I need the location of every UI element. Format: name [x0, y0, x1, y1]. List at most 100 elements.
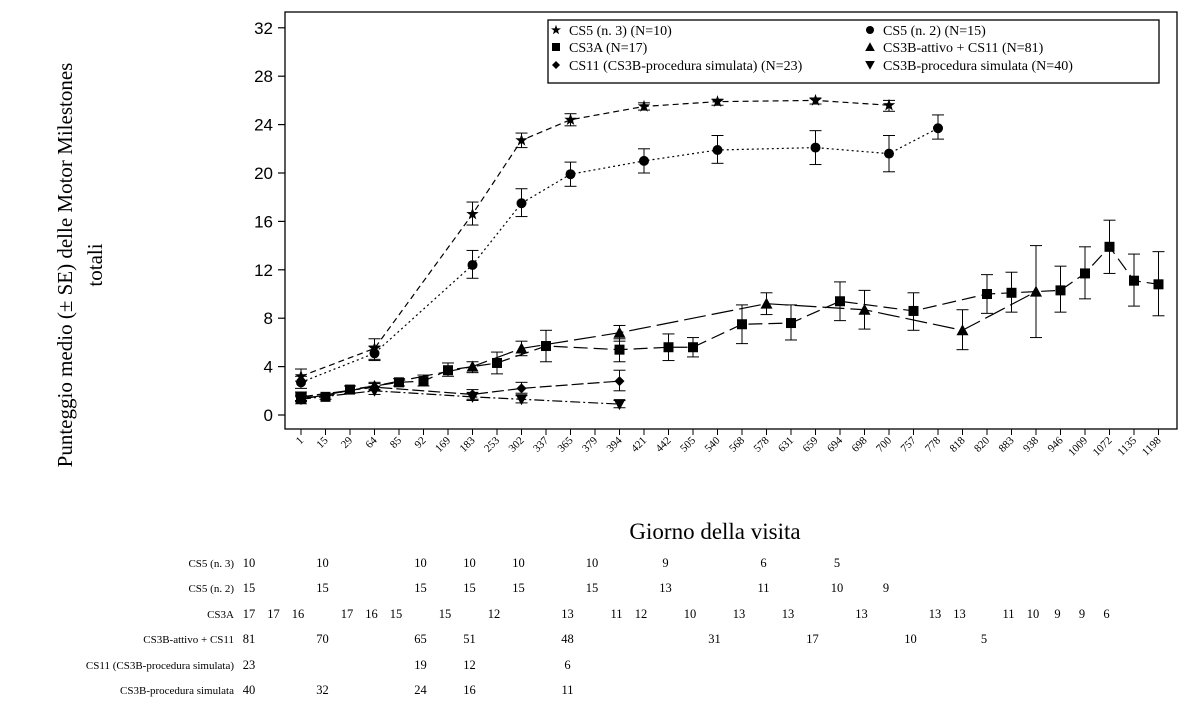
risk-value: 15 — [389, 607, 403, 621]
marker-triangle-up — [956, 324, 969, 336]
x-tick-label: 818 — [947, 434, 968, 455]
risk-row-label: CS5 (n. 2) — [188, 583, 234, 595]
legend-item: CS3A (N=17) — [552, 41, 648, 56]
risk-value: 6 — [760, 556, 767, 570]
risk-value: 13 — [659, 581, 672, 595]
marker-square — [1055, 285, 1066, 296]
marker-square — [835, 296, 845, 307]
x-tick-label: 394 — [604, 434, 625, 455]
risk-value: 15 — [438, 607, 452, 621]
risk-value: 10 — [463, 556, 476, 570]
x-tick-label: 85 — [388, 434, 405, 451]
marker-circle — [296, 377, 306, 388]
marker-square — [492, 357, 502, 368]
x-tick-label: 820 — [972, 434, 993, 455]
risk-value: 5 — [980, 632, 988, 646]
risk-value: 10 — [316, 556, 329, 570]
x-tick-label: 169 — [433, 434, 454, 455]
series-group — [294, 93, 1165, 411]
series-line — [300, 390, 620, 405]
x-tick-label: 631 — [776, 435, 796, 455]
risk-value: 11 — [561, 683, 574, 697]
risk-value: 13 — [781, 607, 795, 621]
risk-value: 81 — [242, 632, 256, 646]
marker-star — [551, 24, 561, 35]
x-tick-label: 365 — [555, 434, 576, 455]
marker-square — [908, 305, 919, 316]
risk-value: 23 — [242, 658, 256, 672]
marker-circle — [810, 142, 821, 153]
x-tick-label: 253 — [482, 434, 503, 455]
risk-value: 51 — [463, 632, 476, 646]
legend: CS5 (n. 3) (N=10) CS5 (n. 2) (N=15) CS3A (… — [547, 19, 1160, 84]
marker-triangle-down — [466, 391, 479, 403]
x-tick-label: 302 — [506, 435, 526, 455]
risk-row-label: CS5 (n. 3) — [188, 558, 234, 570]
risk-value: 11 — [1002, 607, 1015, 621]
x-tick-label: 421 — [629, 435, 649, 455]
x-tick-label: 938 — [1021, 434, 1042, 455]
x-tick-label: 15 — [314, 434, 331, 451]
marker-star — [466, 207, 479, 220]
risk-value: 6 — [564, 658, 571, 672]
y-tick-label: 32 — [254, 19, 273, 38]
y-tick-label: 24 — [254, 116, 273, 135]
risk-value: 17 — [242, 607, 256, 621]
marker-triangle-down — [515, 394, 528, 406]
legend-label: CS3B-procedura simulata (N=40) — [883, 59, 1073, 74]
marker-square — [1129, 275, 1139, 286]
y-axis-label-line-1: Punteggio medio (± SE) delle Motor Miles… — [53, 62, 77, 468]
y-axis-label-line-2: totali — [83, 243, 107, 287]
risk-value: 31 — [708, 632, 721, 646]
y-tick-label: 16 — [254, 212, 273, 231]
risk-value: 15 — [512, 581, 525, 595]
y-axis-label: Punteggio medio (± SE) delle Motor Miles… — [0, 0, 160, 530]
risk-value: 5 — [833, 556, 841, 570]
x-tick-label: 183 — [457, 434, 478, 455]
risk-row-label: CS11 (CS3B-procedura simulata) — [85, 660, 234, 672]
risk-value: 17 — [806, 632, 819, 646]
legend-label: CS3B-attivo + CS11 (N=81) — [883, 41, 1044, 56]
x-tick-label: 92 — [412, 435, 428, 451]
marker-triangle-up — [760, 297, 773, 309]
legend-label: CS11 (CS3B-procedura simulata) (N=23) — [569, 59, 803, 74]
risk-value: 13 — [561, 607, 574, 621]
risk-value: 10 — [1026, 607, 1040, 621]
marker-circle — [565, 169, 576, 180]
marker-square — [786, 318, 796, 329]
marker-square — [1104, 241, 1115, 252]
legend-label: CS5 (n. 2) (N=15) — [883, 24, 986, 39]
risk-value: 16 — [365, 607, 378, 621]
x-tick-label: 1009 — [1066, 434, 1090, 458]
risk-value: 11 — [757, 581, 770, 595]
x-tick-label: 379 — [580, 434, 601, 455]
risk-value: 6 — [1103, 607, 1110, 621]
risk-value: 12 — [463, 658, 476, 672]
risk-value: 12 — [634, 607, 648, 621]
legend-item: CS11 (CS3B-procedura simulata) (N=23) — [552, 59, 803, 74]
risk-value: 24 — [414, 683, 427, 697]
risk-row-label: CS3B-procedura simulata — [120, 685, 234, 697]
marker-triangle-down — [865, 61, 875, 70]
risk-value: 10 — [683, 607, 697, 621]
marker-square — [614, 344, 625, 355]
risk-value: 10 — [512, 556, 525, 570]
risk-value: 70 — [316, 632, 329, 646]
marker-triangle-up — [613, 326, 626, 338]
risk-value: 10 — [830, 581, 844, 595]
legend-box — [547, 19, 1160, 84]
series-line — [300, 380, 620, 398]
marker-square — [418, 376, 429, 387]
risk-value: 11 — [610, 607, 623, 621]
legend-item: CS3B-procedura simulata (N=40) — [865, 59, 1073, 74]
x-tick-label: 700 — [874, 434, 895, 455]
risk-value: 13 — [928, 607, 942, 621]
y-tick-label: 28 — [254, 67, 273, 86]
marker-star — [809, 93, 822, 106]
x-tick-label: 698 — [849, 434, 870, 455]
risk-value: 65 — [414, 632, 427, 646]
marker-star — [564, 113, 577, 125]
risk-value: 13 — [732, 607, 746, 621]
marker-square — [1006, 287, 1017, 298]
risk-value: 10 — [414, 556, 427, 570]
